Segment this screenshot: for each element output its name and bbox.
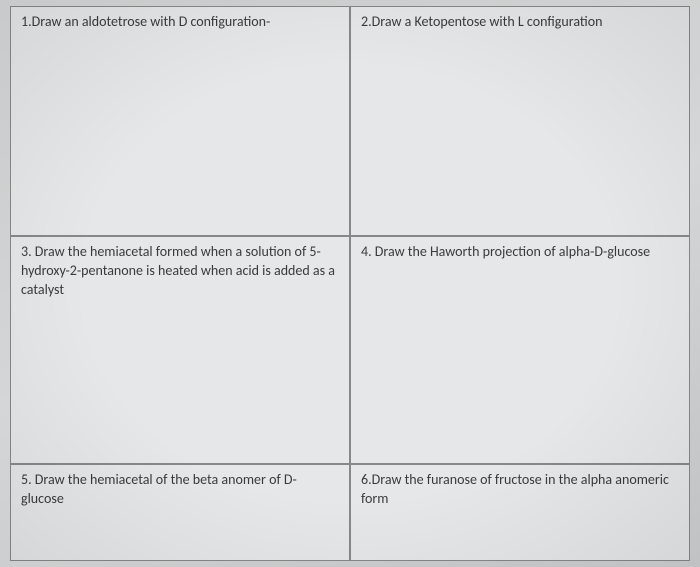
cell-5-prompt: 5. Draw the hemiacetal of the beta anome… — [21, 471, 339, 509]
worksheet-page: 1.Draw an aldotetrose with D configurati… — [10, 6, 690, 561]
worksheet-grid: 1.Draw an aldotetrose with D configurati… — [10, 6, 690, 561]
cell-6-prompt: 6.Draw the furanose of fructose in the a… — [361, 471, 679, 509]
cell-5: 5. Draw the hemiacetal of the beta anome… — [10, 464, 350, 561]
cell-2-prompt: 2.Draw a Ketopentose with L configuratio… — [361, 13, 679, 32]
cell-2: 2.Draw a Ketopentose with L configuratio… — [350, 6, 690, 236]
cell-1-prompt: 1.Draw an aldotetrose with D configurati… — [21, 13, 339, 32]
cell-4: 4. Draw the Haworth projection of alpha-… — [350, 236, 690, 464]
cell-1: 1.Draw an aldotetrose with D configurati… — [10, 6, 350, 236]
cell-3: 3. Draw the hemiacetal formed when a sol… — [10, 236, 350, 464]
cell-4-prompt: 4. Draw the Haworth projection of alpha-… — [361, 243, 679, 262]
cell-3-prompt: 3. Draw the hemiacetal formed when a sol… — [21, 243, 339, 300]
cell-6: 6.Draw the furanose of fructose in the a… — [350, 464, 690, 561]
